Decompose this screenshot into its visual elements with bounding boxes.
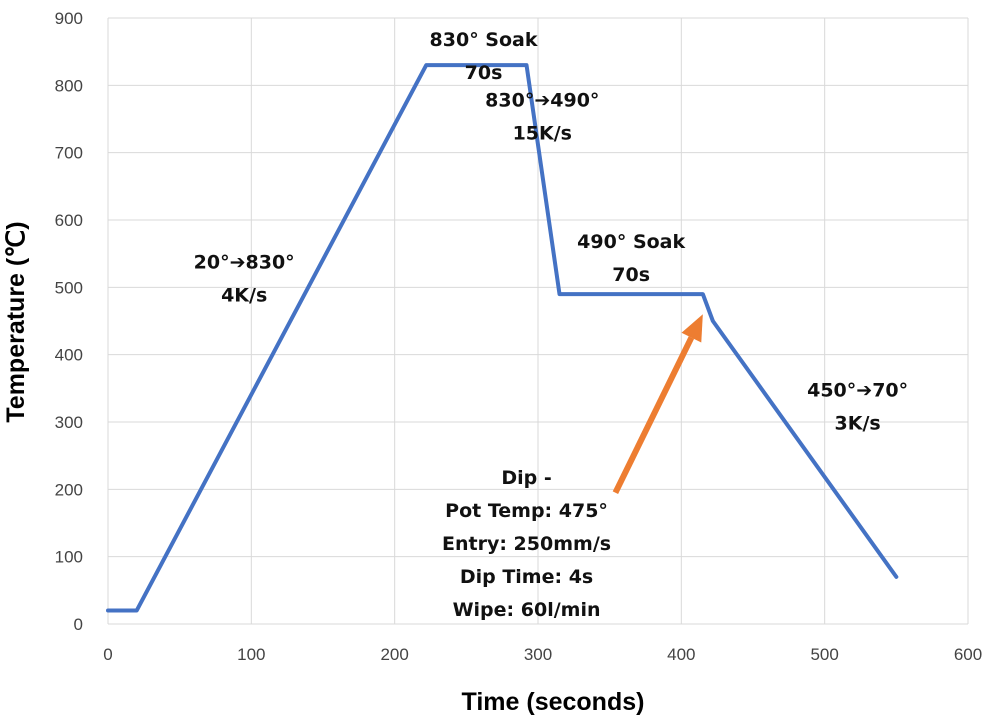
x-tick-label: 0 [103,645,112,664]
y-tick-label: 300 [55,413,83,432]
y-tick-label: 600 [55,211,83,230]
x-tick-label: 500 [810,645,838,664]
series-line [106,63,899,613]
y-axis-ticks: 0 100 200 300 400 500 600 700 800 900 [55,9,83,634]
x-tick-label: 100 [237,645,265,664]
annotation-line: Dip Time: 4s [460,566,593,588]
y-tick-label: 100 [55,548,83,567]
annotation: 490° Soak 70s [577,231,685,286]
annotation: 830°➔490° 15K/s [485,90,599,145]
annotation-line: Dip - [501,467,551,489]
annotation: 450°➔70° 3K/s [807,379,908,434]
y-tick-label: 200 [55,480,83,499]
annotation-line: Pot Temp: 475° [445,500,608,522]
annotation-line: 4K/s [221,284,267,306]
x-tick-label: 200 [380,645,408,664]
x-axis-ticks: 0 100 200 300 400 500 600 [103,645,982,664]
annotation-line: 15K/s [513,123,572,145]
annotation-line: 70s [612,264,650,286]
annotation-line: 830°➔490° [485,90,599,112]
y-tick-label: 0 [74,615,83,634]
annotation-line: 20°➔830° [194,251,295,273]
annotation: 20°➔830° 4K/s [194,251,295,306]
y-tick-label: 500 [55,278,83,297]
annotation-line: 490° Soak [577,231,685,253]
annotation-line: 450°➔70° [807,379,908,401]
annotations-layer: 830° Soak 70s 830°➔490° 15K/s 20°➔830° 4K/s 49… [194,29,908,621]
gridlines [107,17,969,625]
annotation-line: Wipe: 60l/min [453,599,601,621]
annotation: Dip - Pot Temp: 475° Entry: 250mm/s Dip Tim… [442,467,611,621]
annotation-line: Entry: 250mm/s [442,533,611,555]
annotation-line: 70s [465,62,503,84]
x-axis-title: Time (seconds) [462,688,645,716]
y-tick-label: 800 [55,76,83,95]
y-tick-label: 900 [55,9,83,28]
x-tick-label: 400 [667,645,695,664]
y-tick-label: 700 [55,144,83,163]
y-axis-title: Temperature (℃) [2,221,30,422]
annotation: 830° Soak 70s [430,29,538,84]
series-layer [106,63,899,613]
y-tick-label: 400 [55,346,83,365]
x-tick-label: 300 [524,645,552,664]
arrow-head [681,314,703,343]
annotation-line: 3K/s [835,412,881,434]
x-tick-label: 600 [954,645,982,664]
annotation-line: 830° Soak [430,29,538,51]
dip-arrow [612,314,703,495]
arrow-shaft [612,336,695,495]
